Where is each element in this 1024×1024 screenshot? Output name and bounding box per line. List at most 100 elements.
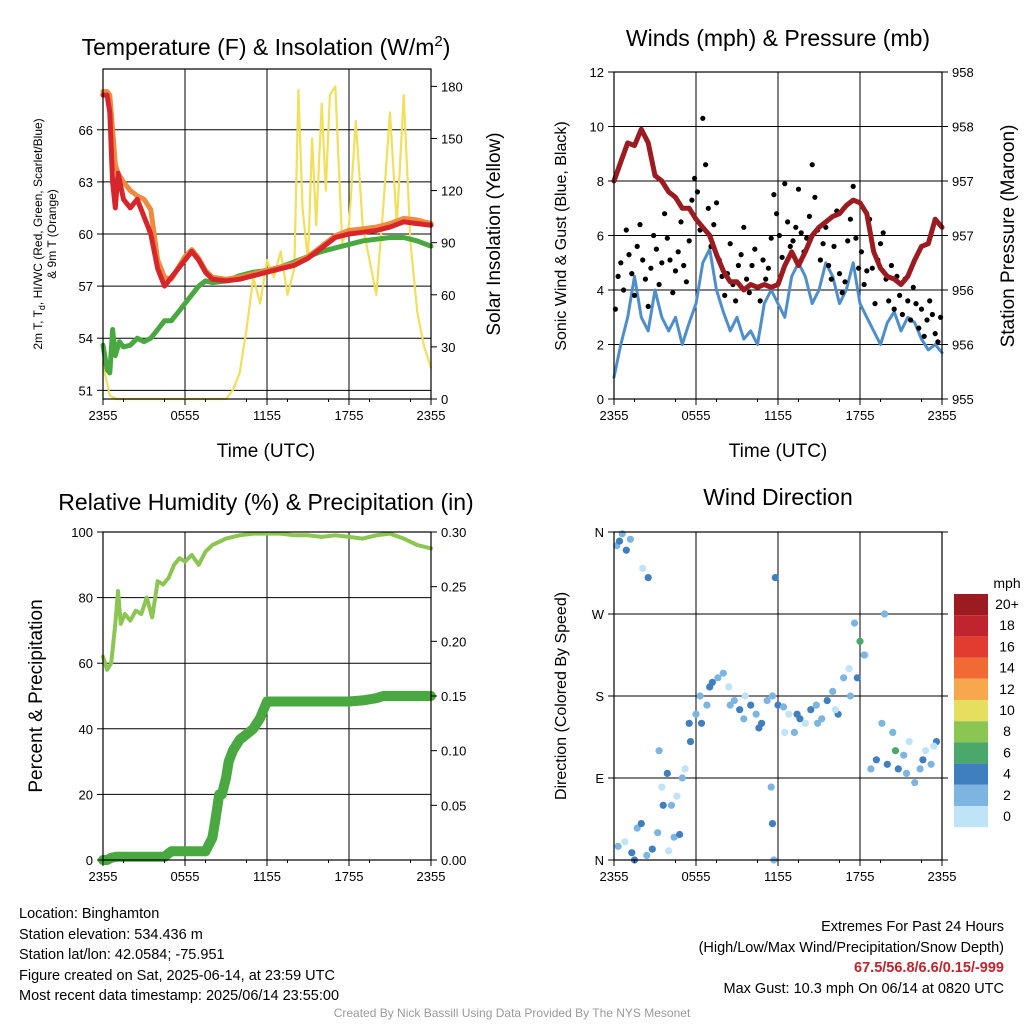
humidity-ylabel: Percent & Precipitation: [26, 599, 47, 792]
max-gust-text: Max Gust: 10.3 mph On 06/14 at 0820 UTC: [723, 980, 1004, 997]
pressure-ylabel: Station Pressure (Maroon): [998, 125, 1019, 348]
legend-swatch: [954, 806, 988, 828]
created-text: Figure created on Sat, 2025-06-14, at 23…: [19, 967, 335, 984]
direction-point: [697, 719, 706, 727]
direction-point: [626, 535, 635, 543]
gust-point: [910, 284, 916, 290]
gust-point: [771, 192, 777, 198]
direction-point: [696, 692, 704, 700]
y-tick-label: 90: [441, 236, 455, 251]
x-tick-label: 0555: [171, 408, 200, 423]
legend-label: 6: [1003, 744, 1011, 760]
direction-point: [663, 769, 671, 778]
direction-point: [681, 765, 689, 773]
direction-point: [643, 851, 651, 860]
direction-point: [894, 765, 902, 773]
direction-point: [686, 738, 695, 746]
legend-label: 14: [999, 660, 1015, 676]
gust-point: [692, 175, 698, 181]
gust-point: [908, 317, 914, 323]
direction-point: [840, 674, 848, 682]
direction-point: [655, 747, 663, 755]
gust-point: [826, 262, 832, 269]
gust-point: [760, 257, 766, 263]
y-tick-label: 20: [79, 787, 93, 802]
direction-point: [741, 692, 749, 700]
wind-speed-legend: mph 20+ 18 16 14 12 10 8 6 4 2 0: [954, 575, 1021, 828]
direction-point: [911, 779, 919, 787]
gust-point: [831, 243, 837, 249]
gust-point: [820, 241, 826, 247]
gust-point: [899, 311, 906, 318]
legend-swatch: [954, 678, 988, 700]
gust-point: [856, 265, 862, 271]
x-tick-label: 2355: [89, 408, 118, 423]
direction-point: [767, 783, 775, 791]
direction-point: [916, 765, 924, 773]
direction-point: [867, 765, 875, 773]
wind-line: [612, 247, 944, 379]
y-tick-label: 0.00: [441, 853, 466, 868]
gust-point: [659, 260, 665, 266]
winds-panel: Winds (mph) & Pressure (mb) 2355 0555 1155…: [553, 25, 1019, 462]
direction-point: [905, 738, 913, 746]
y-tick-label: 956: [952, 338, 974, 353]
gust-point: [689, 197, 695, 203]
direction-point: [648, 845, 656, 853]
gust-point: [861, 281, 867, 288]
x-tick-label: 2355: [600, 408, 629, 423]
gust-point: [828, 276, 834, 282]
x-tick-label: 1755: [335, 869, 364, 884]
y-tick-label: 0.10: [441, 744, 466, 759]
y-tick-label: 2: [597, 338, 604, 353]
humidity-title: Relative Humidity (%) & Precipitation (i…: [58, 489, 473, 515]
gust-point: [727, 241, 733, 247]
direction-point: [706, 683, 714, 691]
t2m-line: [100, 92, 434, 289]
gust-point: [653, 246, 660, 252]
direction-point: [812, 701, 820, 709]
winds-ylabel: Sonic Wind & Gust (Blue, Black): [553, 121, 570, 350]
x-tick-label: 1155: [764, 408, 792, 423]
direction-point: [673, 792, 681, 800]
x-tick-label: 1755: [846, 869, 875, 884]
gust-point: [913, 301, 919, 307]
direction-point: [667, 801, 676, 809]
y-tick-label: 60: [79, 656, 93, 671]
legend-label: 4: [1003, 766, 1011, 782]
elevation-text: Station elevation: 534.436 m: [19, 926, 203, 943]
direction-point: [845, 665, 853, 673]
direction-point: [637, 820, 645, 828]
gust-point: [897, 292, 903, 298]
gust-point: [746, 290, 752, 296]
legend-swatch: [954, 615, 988, 637]
y-tick-label: N: [595, 525, 604, 540]
direction-point: [922, 747, 930, 755]
y-tick-label: 80: [79, 591, 93, 606]
direction-point: [930, 742, 938, 750]
rh-line: [101, 531, 433, 672]
direction-point: [725, 683, 733, 691]
location-text: Location: Binghamton: [19, 906, 160, 922]
gust-point: [918, 306, 925, 312]
legend-label: 18: [999, 617, 1015, 633]
y-tick-label: 0.05: [441, 798, 466, 813]
gust-point: [774, 211, 780, 217]
direction-point: [654, 829, 662, 837]
direction-point: [850, 619, 859, 627]
gust-point: [795, 186, 802, 192]
direction-point: [823, 697, 831, 705]
gust-point: [768, 235, 774, 241]
gust-point: [809, 162, 815, 168]
y-tick-label: N: [595, 853, 604, 868]
gust-point: [916, 325, 922, 331]
recent-data-text: Most recent data timestamp: 2025/06/14 2…: [19, 988, 340, 1004]
y-tick-label: S: [595, 689, 604, 704]
winds-title: Winds (mph) & Pressure (mb): [626, 25, 930, 51]
pressure-line: [611, 126, 945, 293]
direction-point: [747, 701, 755, 709]
gust-point: [929, 311, 936, 318]
direction-point: [856, 637, 864, 645]
gust-point: [924, 317, 930, 323]
wind-direction-ylabel: Direction (Colored By Speed): [553, 592, 570, 800]
